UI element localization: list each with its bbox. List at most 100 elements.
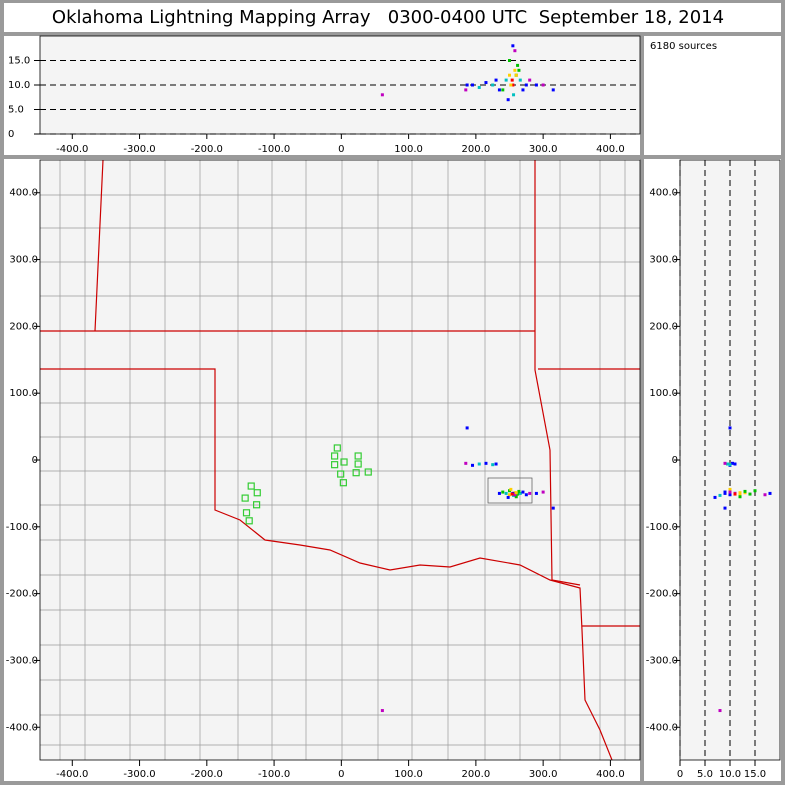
station [337, 470, 345, 478]
source-point [524, 493, 528, 497]
z-tick-label: 15.0 [8, 56, 30, 67]
z-tick-label: 15.0 [744, 769, 766, 780]
source-point [743, 489, 747, 493]
source-point [726, 462, 729, 466]
x-tick-label: 200.0 [462, 144, 491, 155]
source-point [524, 83, 528, 87]
plot-border [39, 35, 641, 135]
source-point [380, 93, 384, 97]
source-point [484, 461, 488, 465]
source-point [528, 78, 532, 82]
source-point [551, 506, 555, 510]
y-tick-label: -100.0 [6, 522, 38, 533]
station [247, 482, 255, 490]
source-point [511, 83, 515, 87]
source-point [465, 83, 469, 87]
x-tick-label: 300.0 [529, 769, 558, 780]
y-tick-label: 300.0 [649, 255, 678, 266]
source-point [501, 88, 505, 92]
source-point [506, 495, 510, 499]
z-tick-label: 10.0 [8, 80, 30, 91]
y-tick-label: -200.0 [646, 589, 678, 600]
source-point [723, 491, 727, 495]
source-point [491, 463, 495, 467]
x-tick-label: -200.0 [191, 144, 223, 155]
source-point [513, 49, 517, 53]
source-point [491, 83, 495, 87]
source-point [738, 491, 742, 495]
source-point [471, 83, 475, 87]
source-point [718, 709, 722, 713]
map-plot [40, 160, 640, 760]
source-point [497, 88, 501, 92]
station [245, 517, 253, 525]
y-tick-label: 0 [672, 455, 678, 466]
source-point [731, 461, 734, 465]
station [253, 489, 261, 497]
station [331, 452, 339, 460]
y-tick-label: -100.0 [646, 522, 678, 533]
station [354, 452, 362, 460]
source-point [513, 493, 517, 497]
y-tick-label: 300.0 [9, 255, 38, 266]
x-tick-label: -100.0 [258, 769, 290, 780]
source-point [511, 44, 515, 48]
source-point [733, 492, 737, 496]
source-point [728, 426, 732, 430]
source-point [728, 490, 732, 494]
source-point [541, 490, 545, 494]
source-point [518, 491, 522, 495]
y-tick-label: -400.0 [6, 722, 38, 733]
station [331, 461, 339, 469]
z-tick-label: 5.0 [8, 105, 24, 116]
source-point [516, 63, 520, 67]
plot-border [679, 159, 781, 761]
source-point [738, 495, 742, 499]
station [241, 494, 249, 502]
zoom-box [487, 477, 533, 504]
source-point [713, 495, 717, 499]
source-point [518, 78, 522, 82]
state-borders [40, 160, 640, 760]
source-point [509, 487, 513, 491]
source-point [506, 98, 510, 102]
x-tick-label: 0 [338, 144, 344, 155]
source-point [508, 493, 512, 497]
source-point [477, 462, 481, 466]
source-point [497, 491, 501, 495]
top-sources [380, 44, 555, 102]
source-point [753, 489, 757, 493]
z-tick-label: 5.0 [697, 769, 713, 780]
source-point [508, 73, 512, 77]
source-point [514, 73, 518, 77]
source-point [504, 78, 508, 82]
y-tick-label: 400.0 [649, 188, 678, 199]
source-point [521, 88, 525, 92]
info-panel [644, 36, 781, 155]
source-point [501, 490, 505, 494]
source-point [510, 78, 514, 82]
x-tick-label: 300.0 [529, 144, 558, 155]
y-tick-label: -300.0 [646, 655, 678, 666]
source-point [521, 490, 525, 494]
source-point [464, 88, 468, 92]
source-point [534, 83, 538, 87]
x-tick-label: 100.0 [394, 769, 423, 780]
station [339, 479, 347, 487]
source-point [723, 461, 727, 465]
source-point [484, 81, 488, 85]
source-point [541, 83, 545, 87]
x-tick-label: 200.0 [462, 769, 491, 780]
z-tick-label: 10.0 [719, 769, 741, 780]
source-point [471, 463, 475, 467]
source-point [718, 493, 722, 497]
y-tick-label: 100.0 [9, 388, 38, 399]
source-point [494, 78, 498, 82]
x-tick-label: -100.0 [258, 144, 290, 155]
source-point [768, 491, 772, 495]
x-tick-label: -400.0 [56, 769, 88, 780]
source-point [728, 463, 732, 467]
source-point [477, 85, 481, 89]
station [354, 460, 362, 468]
title-bar [4, 3, 781, 32]
